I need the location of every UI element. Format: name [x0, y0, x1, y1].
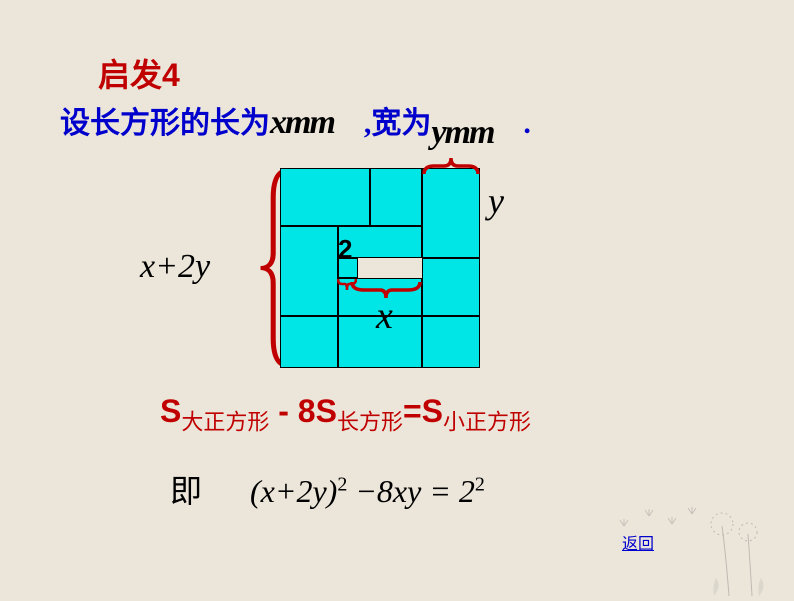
math-expr: (x+2y)2 −8xy = 22	[250, 473, 485, 509]
text-part1: 设长方形的长为	[60, 107, 270, 140]
heading-title: 启发4	[98, 50, 180, 96]
big-square	[280, 168, 480, 368]
text-part2: ,宽为	[334, 107, 432, 140]
s-small: S	[422, 393, 443, 429]
s-rect: S	[316, 393, 337, 429]
area-equation: S大正方形 - 8S长方形=S小正方形	[160, 393, 531, 436]
brace-two	[337, 278, 357, 292]
label-ji: 即	[170, 473, 202, 509]
tile-rect	[280, 168, 370, 226]
label-y: y	[488, 180, 504, 222]
s-big: S	[160, 393, 181, 429]
sub-rect: 长方形	[337, 409, 403, 434]
label-x: x	[376, 294, 393, 338]
var-xmm: xmm	[270, 104, 334, 141]
sub-big: 大正方形	[181, 409, 269, 434]
minus-8: - 8	[278, 393, 315, 429]
tile-rect	[280, 226, 338, 316]
equals: =	[403, 393, 422, 429]
label-x-plus-2y: x+2y	[140, 248, 210, 286]
tile-rect	[280, 316, 338, 368]
final-equation: 即 (x+2y)2 −8xy = 22	[170, 466, 485, 512]
tile-rect	[422, 168, 480, 258]
label-two: 2	[338, 234, 352, 265]
tile-rect	[370, 168, 422, 226]
brace-y	[422, 156, 480, 178]
tile-rect	[422, 316, 480, 368]
problem-statement: 设长方形的长为xmm ,宽为ymm .	[60, 98, 531, 142]
tile-rect	[422, 258, 480, 316]
text-part3: .	[493, 107, 531, 140]
var-ymm: ymm	[431, 114, 493, 151]
sub-small: 小正方形	[443, 409, 531, 434]
diagram: x+2y y x 2	[270, 158, 490, 378]
dandelion-decoration	[594, 486, 774, 596]
